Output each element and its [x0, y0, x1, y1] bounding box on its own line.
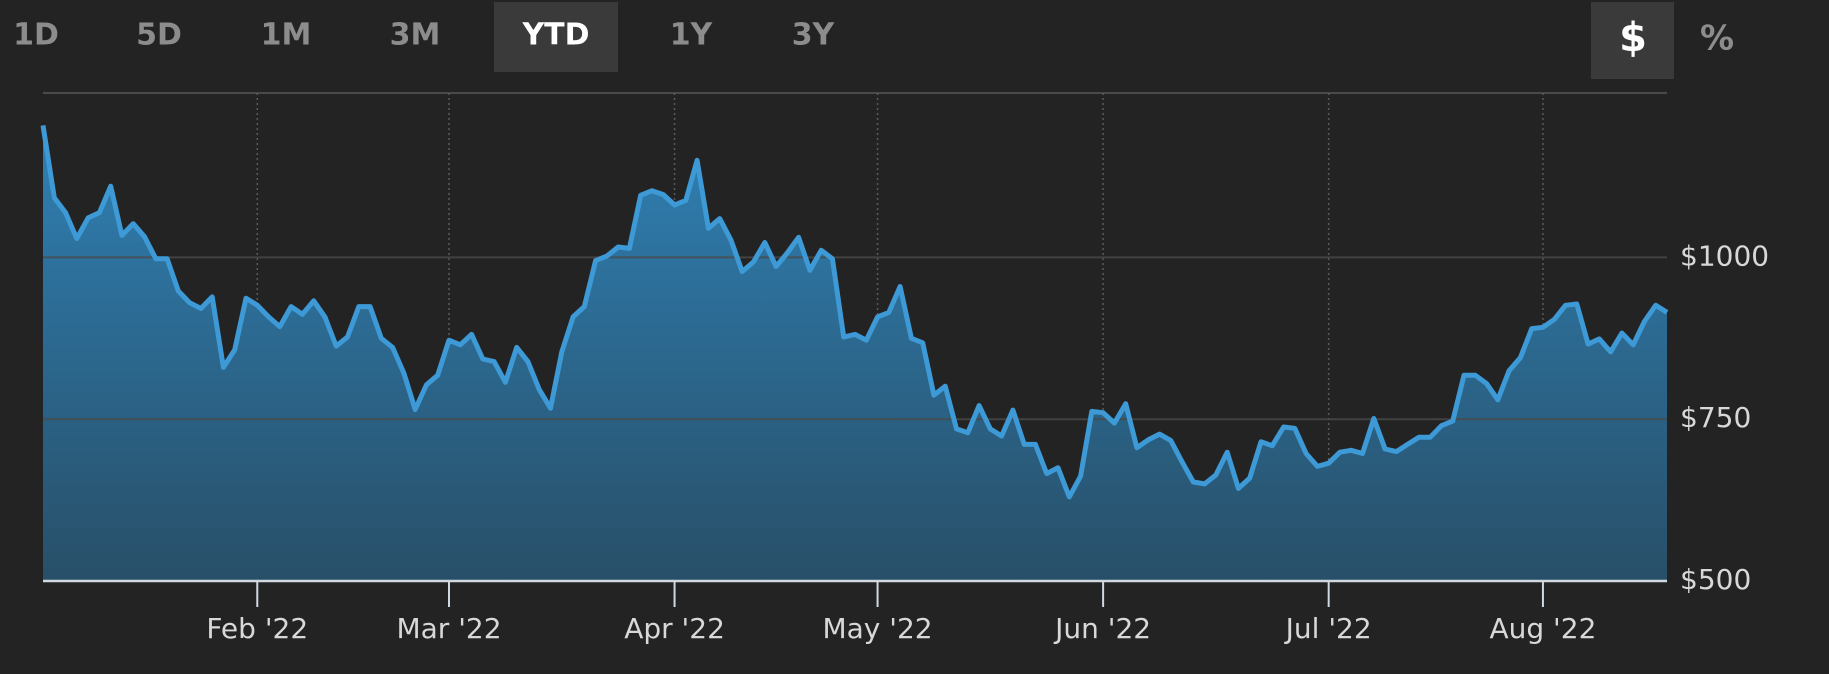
area-fill [43, 125, 1667, 582]
range-button-bg [494, 2, 618, 72]
x-tick-label: Feb '22 [206, 612, 308, 645]
unit-button[interactable]: % [1700, 19, 1734, 59]
price-line [40, 125, 1669, 500]
range-button[interactable]: 1M [261, 18, 312, 53]
x-tick-label: Mar '22 [396, 612, 501, 645]
range-button[interactable]: YTD [521, 18, 589, 53]
y-tick-label: $750 [1680, 401, 1751, 434]
x-tick-label: May '22 [822, 612, 932, 645]
x-tick-label: Jun '22 [1053, 612, 1151, 645]
x-tick-label: Apr '22 [624, 612, 725, 645]
unit-button-bg [1591, 2, 1674, 79]
range-button[interactable]: 1Y [670, 18, 714, 53]
range-button[interactable]: 3Y [792, 18, 836, 53]
range-button[interactable]: 1D [13, 18, 59, 53]
x-tick-label: Jul '22 [1284, 612, 1372, 645]
x-tick-label: Aug '22 [1489, 612, 1596, 645]
unit-button[interactable]: $ [1619, 15, 1647, 61]
range-button[interactable]: 3M [390, 18, 441, 53]
range-button[interactable]: 5D [136, 18, 182, 53]
y-tick-label: $500 [1680, 563, 1751, 596]
y-tick-label: $1000 [1680, 239, 1769, 272]
